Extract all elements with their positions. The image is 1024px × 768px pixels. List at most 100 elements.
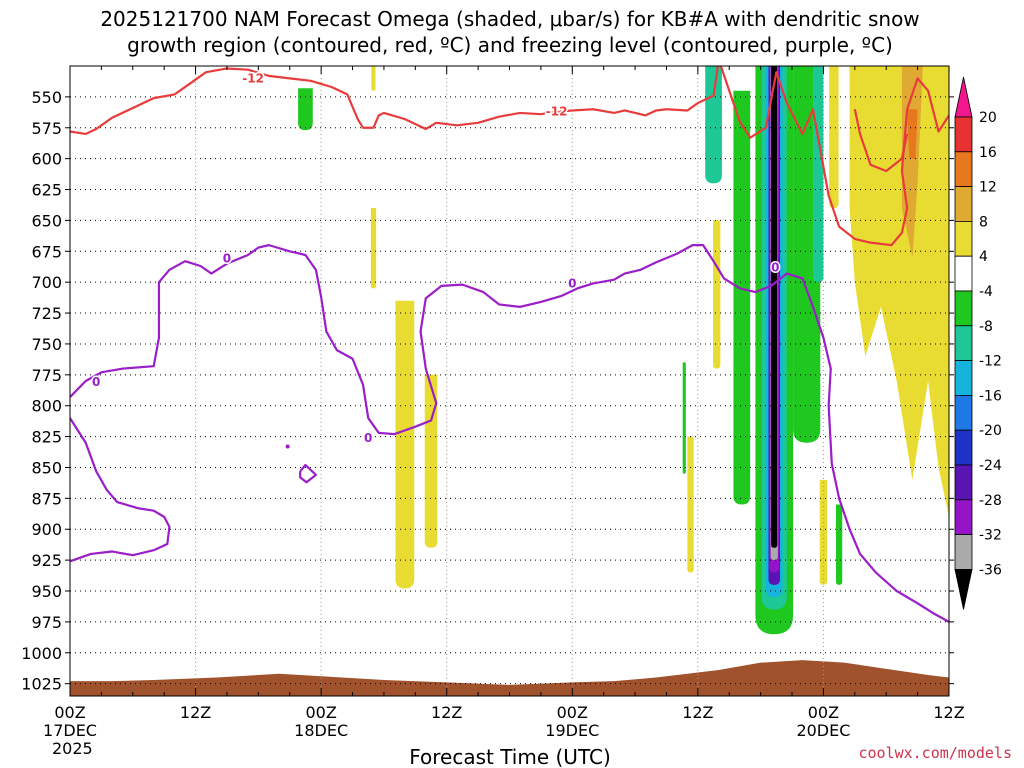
x-date-label: 18DEC: [294, 721, 348, 740]
year-label: 2025: [52, 739, 93, 758]
colorbar-swatch: [954, 394, 973, 431]
colorbar-swatch: [954, 534, 973, 570]
colorbar-swatch: [954, 499, 973, 535]
colorbar-swatch: [954, 464, 973, 501]
colorbar-label: -28: [979, 493, 1002, 509]
y-tick-label: 1000: [21, 644, 62, 663]
y-tick-label: 850: [31, 458, 62, 477]
y-tick-label: 700: [31, 273, 62, 292]
y-tick-label: 975: [31, 613, 62, 632]
dgz-label: -12: [546, 105, 568, 119]
colorbar-swatch: [954, 325, 973, 361]
y-tick-label: 1025: [21, 675, 62, 694]
omega-shading: [298, 66, 949, 635]
omega-positive-east: [849, 66, 949, 517]
omega-positive-band: [395, 300, 415, 589]
colorbar-top-arrow: [954, 76, 973, 118]
y-tick-label: 625: [31, 181, 62, 200]
omega-positive-band: [424, 374, 438, 548]
dgz-label: -12: [242, 71, 264, 85]
colorbar-swatch: [954, 290, 973, 327]
x-tick-label: 12Z: [180, 703, 211, 722]
colorbar-swatch: [954, 220, 973, 257]
y-tick-label: 925: [31, 551, 62, 570]
y-tick-label: 800: [31, 397, 62, 416]
colorbar-label: -4: [979, 284, 993, 300]
colorbar-label: -32: [979, 528, 1002, 544]
colorbar-bottom-arrow: [954, 569, 973, 610]
omega-positive-patch: [829, 66, 839, 209]
chart-title-line2: growth region (contoured, red, ºC) and f…: [127, 33, 893, 57]
colorbar-label: -24: [979, 458, 1002, 474]
freezing-level-label: 0: [92, 375, 100, 389]
colorbar-label: -16: [979, 388, 1002, 404]
y-tick-label: 600: [31, 150, 62, 169]
x-tick-label: 12Z: [431, 703, 462, 722]
y-tick-label: 575: [31, 119, 62, 138]
contours: [70, 66, 949, 623]
chart-title-line1: 2025121700 NAM Forecast Omega (shaded, μ…: [100, 7, 919, 31]
x-tick-label: 12Z: [933, 703, 964, 722]
x-date-label: 17DEC: [43, 721, 97, 740]
freezing-level-contour-branch: [70, 417, 171, 563]
colorbar-label: 4: [979, 249, 988, 265]
y-tick-label: 650: [31, 211, 62, 230]
omega-negative-patch: [835, 504, 843, 585]
x-tick-label: 00Z: [557, 703, 588, 722]
y-tick-label: 775: [31, 366, 62, 385]
omega-positive-peak: [907, 109, 918, 159]
x-date-label: 19DEC: [545, 721, 599, 740]
y-tick-label: 875: [31, 489, 62, 508]
colorbar-swatch: [954, 429, 973, 466]
dgz-contour: [70, 66, 949, 247]
colorbar-label: 20: [979, 110, 997, 126]
y-tick-label: 900: [31, 520, 62, 539]
terrain-fill: [70, 660, 949, 696]
y-tick-label: 750: [31, 335, 62, 354]
terrain-area: [70, 660, 949, 696]
omega-positive-patch: [819, 479, 828, 585]
y-tick-label: 675: [31, 242, 62, 261]
colorbar-label: -36: [979, 562, 1002, 578]
colorbar-swatch: [954, 116, 973, 153]
y-tick-label: 725: [31, 304, 62, 323]
colorbar-label: 8: [979, 214, 988, 230]
omega-negative-max: [771, 66, 778, 548]
omega-negative-patch: [682, 362, 686, 474]
freezing-level-label: 0: [223, 252, 231, 266]
y-tick-label: 550: [31, 88, 62, 107]
colorbar-label: -8: [979, 319, 993, 335]
freezing-level-label: 0: [364, 431, 372, 445]
credit-text: coolwx.com/models: [858, 744, 1012, 762]
colorbar-label: -12: [979, 354, 1002, 370]
x-tick-label: 00Z: [305, 703, 336, 722]
omega-negative-patch: [298, 88, 313, 131]
colorbar-label: 12: [979, 180, 997, 196]
colorbar-swatch: [954, 151, 973, 188]
freezing-level-label: 0: [568, 276, 576, 290]
y-axis: 550 575 600 625 650 675 700 725 750 775 800 825 850 8…: [21, 88, 954, 694]
omega-negative-band: [812, 66, 824, 283]
omega-positive-patch: [713, 220, 721, 369]
x-axis-title: Forecast Time (UTC): [409, 745, 611, 768]
contour-labels: 0 0 0 0 0 -12 -12: [90, 70, 780, 446]
freezing-level-contour-loop: [299, 463, 318, 484]
omega-negative-band: [733, 90, 751, 505]
colorbar-swatch: [954, 255, 973, 292]
omega-positive-patch: [687, 436, 694, 573]
colorbar-swatch: [954, 360, 973, 396]
colorbar-label: -20: [979, 423, 1002, 439]
freezing-level-contour-dot: [285, 444, 290, 449]
x-tick-label: 00Z: [54, 703, 85, 722]
omega-negative-band: [705, 66, 722, 184]
freezing-level-label: 0: [771, 260, 779, 274]
dgz-contour-branch: [853, 109, 909, 173]
x-tick-label: 12Z: [682, 703, 713, 722]
colorbar-swatch: [954, 186, 973, 222]
omega-positive-patch: [370, 208, 377, 289]
colorbar-label: 16: [979, 145, 997, 161]
x-date-label: 20DEC: [796, 721, 850, 740]
x-tick-label: 00Z: [808, 703, 839, 722]
y-tick-label: 950: [31, 582, 62, 601]
omega-positive-patch: [371, 66, 376, 91]
